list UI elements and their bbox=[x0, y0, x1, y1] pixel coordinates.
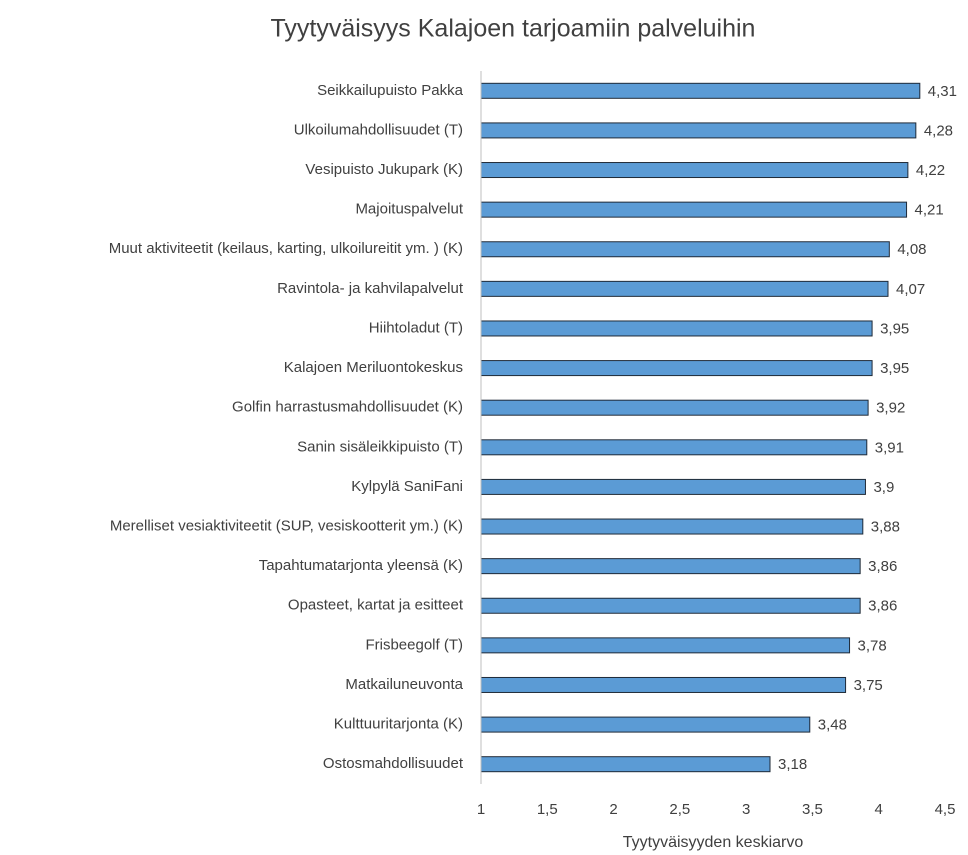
bar bbox=[480, 756, 771, 773]
bar bbox=[480, 122, 917, 139]
bar bbox=[480, 280, 889, 297]
bar bbox=[480, 82, 921, 99]
y-tick-label: Frisbeegolf (T) bbox=[365, 636, 463, 653]
y-tick-label: Matkailuneuvonta bbox=[345, 676, 463, 693]
bar bbox=[480, 320, 873, 337]
bar bbox=[480, 201, 908, 218]
data-label: 4,22 bbox=[916, 162, 945, 179]
y-tick-label: Hiihtoladut (T) bbox=[369, 319, 463, 336]
y-tick-label: Merelliset vesiaktiviteetit (SUP, vesisk… bbox=[110, 517, 463, 534]
y-tick-label: Kulttuuritarjonta (K) bbox=[334, 716, 463, 733]
data-label: 3,86 bbox=[868, 558, 897, 575]
x-tick-label: 2,5 bbox=[669, 801, 690, 818]
data-label: 3,48 bbox=[818, 717, 847, 734]
x-tick-label: 1 bbox=[477, 801, 485, 818]
bar bbox=[480, 518, 864, 535]
bar bbox=[480, 360, 873, 377]
data-label: 4,21 bbox=[915, 202, 944, 219]
y-tick-label: Kylpylä SaniFani bbox=[351, 478, 463, 495]
bar bbox=[480, 637, 851, 654]
data-label: 3,91 bbox=[875, 439, 904, 456]
bar bbox=[480, 597, 861, 614]
y-tick-label: Opasteet, kartat ja esitteet bbox=[288, 597, 464, 614]
bar bbox=[480, 558, 861, 575]
bar bbox=[480, 399, 869, 416]
bar bbox=[480, 676, 847, 693]
y-tick-label: Kalajoen Meriluontokeskus bbox=[284, 359, 463, 376]
bar bbox=[480, 162, 909, 179]
x-tick-label: 1,5 bbox=[537, 801, 558, 818]
y-tick-label: Tapahtumatarjonta yleensä (K) bbox=[259, 557, 463, 574]
y-tick-label: Seikkailupuisto Pakka bbox=[317, 82, 464, 99]
data-label: 4,07 bbox=[896, 281, 925, 298]
y-tick-label: Ravintola- ja kahvilapalvelut bbox=[277, 280, 464, 297]
data-label: 3,9 bbox=[873, 479, 894, 496]
bar bbox=[480, 716, 811, 733]
bar bbox=[480, 478, 866, 495]
data-label: 3,78 bbox=[858, 637, 887, 654]
chart-title: Tyytyväisyys Kalajoen tarjoamiin palvelu… bbox=[271, 15, 756, 43]
bar bbox=[480, 241, 890, 258]
x-tick-label: 4 bbox=[875, 801, 883, 818]
data-label: 3,18 bbox=[778, 756, 807, 773]
y-tick-label: Ostosmahdollisuudet bbox=[323, 755, 464, 772]
data-label: 4,28 bbox=[924, 122, 953, 139]
y-tick-label: Vesipuisto Jukupark (K) bbox=[305, 161, 463, 178]
bar bbox=[480, 439, 868, 456]
data-label: 3,95 bbox=[880, 320, 909, 337]
x-tick-label: 4,5 bbox=[935, 801, 956, 818]
y-tick-label: Ulkoilumahdollisuudet (T) bbox=[294, 121, 463, 138]
x-tick-label: 2 bbox=[609, 801, 617, 818]
y-tick-label: Majoituspalvelut bbox=[355, 201, 463, 218]
y-tick-label: Muut aktiviteetit (keilaus, karting, ulk… bbox=[109, 240, 463, 257]
data-label: 3,86 bbox=[868, 598, 897, 615]
data-label: 3,75 bbox=[854, 677, 883, 694]
data-label: 4,08 bbox=[897, 241, 926, 258]
data-label: 4,31 bbox=[928, 83, 957, 100]
data-label: 3,88 bbox=[871, 518, 900, 535]
data-label: 3,92 bbox=[876, 400, 905, 417]
x-axis-title: Tyytyväisyyden keskiarvo bbox=[623, 834, 804, 851]
data-label: 3,95 bbox=[880, 360, 909, 377]
y-tick-label: Sanin sisäleikkipuisto (T) bbox=[297, 438, 463, 455]
x-tick-label: 3 bbox=[742, 801, 750, 818]
y-tick-label: Golfin harrastusmahdollisuudet (K) bbox=[232, 399, 463, 416]
x-tick-label: 3,5 bbox=[802, 801, 823, 818]
